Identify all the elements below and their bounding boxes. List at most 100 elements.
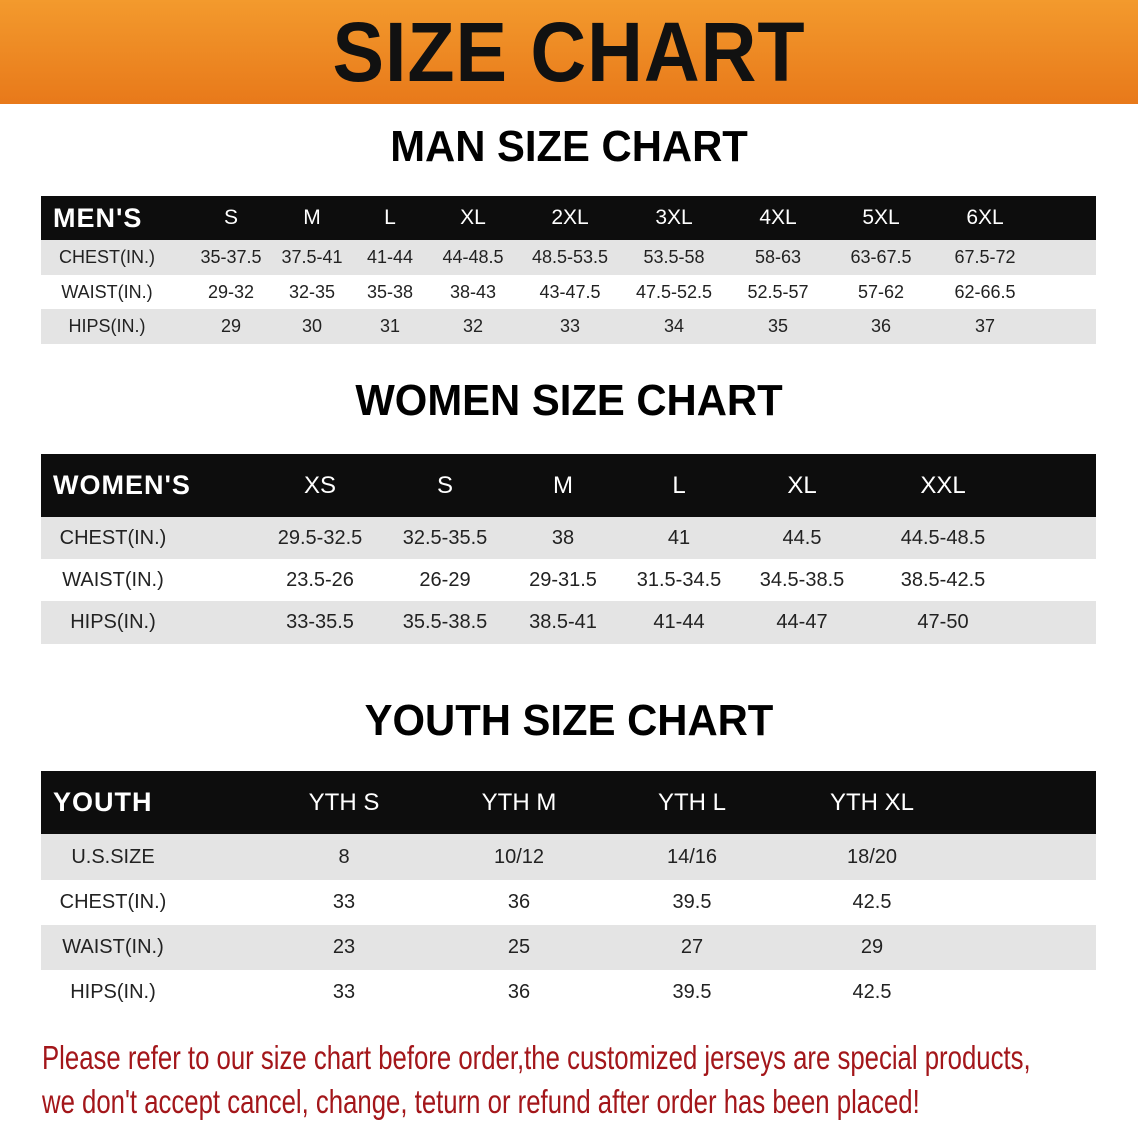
size-header-cell: L (384, 206, 396, 229)
youth-table-header: YOUTH YTH S YTH M YTH L YTH XL (41, 771, 1096, 834)
measurement-value: 44.5-48.5 (900, 526, 986, 549)
measurement-value: 29-31.5 (529, 568, 597, 591)
size-header-cell: 4XL (759, 206, 797, 229)
measurement-value: 63-67.5 (850, 247, 912, 267)
size-header-cell: S (436, 471, 454, 499)
measurement-value: 37 (974, 316, 996, 336)
measurement-value: 39.5 (672, 891, 712, 913)
measurement-value: 26-29 (419, 568, 471, 591)
youth-size-table: YOUTH YTH S YTH M YTH L YTH XL U.S.SIZE 8 10/12… (41, 771, 1096, 1015)
order-notice-line-2: we don't accept cancel, change, teturn o… (42, 1083, 920, 1120)
measurement-value: 33 (332, 981, 356, 1003)
women-size-table: WOMEN'S XS S M L XL XXL CHEST(IN.) 29.5-32.5 32.5… (41, 454, 1096, 644)
measurement-value: 8 (338, 845, 350, 868)
measurement-value: 52.5-57 (747, 281, 809, 302)
size-header-cell: YTH L (657, 788, 727, 816)
measurement-value: 35.5-38.5 (402, 611, 488, 633)
measurement-label: U.S.SIZE (71, 845, 155, 868)
men-section-title: MAN SIZE CHART (390, 122, 748, 171)
size-header-cell: XS (303, 471, 337, 499)
measurement-value: 25 (507, 936, 531, 958)
measurement-value: 32 (462, 316, 484, 336)
measurement-value: 44-48.5 (442, 247, 504, 267)
measurement-value: 47-50 (917, 611, 969, 633)
measurement-value: 62-66.5 (954, 281, 1016, 302)
order-notice: Please refer to our size chart before or… (42, 1036, 1031, 1124)
measurement-value: 31 (379, 316, 401, 336)
measurement-label: WAIST(IN.) (62, 936, 164, 958)
measurement-value: 18/20 (846, 845, 898, 868)
table-row: U.S.SIZE 8 10/12 14/16 18/20 (41, 834, 1096, 880)
size-header-cell: M (553, 471, 573, 499)
table-title-cell: YOUTH (53, 787, 153, 817)
youth-section-title: YOUTH SIZE CHART (364, 696, 774, 745)
measurement-value: 33 (332, 891, 356, 913)
table-row: HIPS(IN.) 33-35.5 35.5-38.5 38.5-41 41-44 44-… (41, 601, 1096, 644)
size-header-cell: XXL (920, 471, 966, 499)
measurement-value: 36 (507, 981, 531, 1003)
table-row: WAIST(IN.) 29-32 32-35 35-38 38-43 43-47.5 47.… (41, 275, 1096, 309)
measurement-value: 34 (663, 316, 685, 336)
table-row: CHEST(IN.) 33 36 39.5 42.5 (41, 880, 1096, 925)
size-header-cell: 2XL (551, 206, 589, 229)
measurement-value: 57-62 (857, 281, 905, 302)
measurement-value: 29 (860, 936, 884, 958)
table-row: HIPS(IN.) 33 36 39.5 42.5 (41, 970, 1096, 1015)
measurement-value: 38.5-42.5 (900, 568, 986, 591)
measurement-value: 10/12 (493, 845, 545, 868)
men-table-header: MEN'S S M L XL 2XL 3XL 4XL 5XL 6XL (41, 196, 1096, 240)
measurement-value: 41 (667, 526, 691, 549)
measurement-value: 48.5-53.5 (531, 247, 609, 267)
measurement-label: CHEST(IN.) (59, 247, 155, 267)
measurement-value: 30 (301, 316, 323, 336)
banner-title: SIZE CHART (332, 5, 806, 99)
measurement-value: 47.5-52.5 (635, 281, 713, 302)
measurement-value: 44-47 (776, 611, 828, 633)
measurement-value: 53.5-58 (643, 247, 705, 267)
size-header-cell: 6XL (966, 206, 1004, 229)
measurement-label: WAIST(IN.) (62, 568, 164, 591)
measurement-value: 37.5-41 (281, 247, 343, 267)
measurement-value: 36 (870, 316, 892, 336)
size-header-cell: 3XL (655, 206, 693, 229)
measurement-label: HIPS(IN.) (68, 316, 146, 336)
size-header-cell: XL (460, 206, 486, 229)
measurement-value: 67.5-72 (954, 247, 1016, 267)
table-row: WAIST(IN.) 23.5-26 26-29 29-31.5 31.5-34.5 34… (41, 559, 1096, 601)
measurement-value: 42.5 (852, 891, 892, 913)
measurement-value: 32.5-35.5 (402, 526, 488, 549)
measurement-value: 29.5-32.5 (277, 526, 363, 549)
measurement-value: 43-47.5 (539, 281, 601, 302)
measurement-value: 33-35.5 (286, 611, 354, 633)
measurement-label: HIPS(IN.) (70, 981, 156, 1003)
size-header-cell: 5XL (862, 206, 900, 229)
measurement-value: 42.5 (852, 981, 892, 1003)
measurement-label: WAIST(IN.) (61, 281, 153, 302)
measurement-value: 38-43 (449, 281, 497, 302)
measurement-value: 27 (680, 936, 704, 958)
measurement-value: 29 (220, 316, 242, 336)
measurement-label: CHEST(IN.) (59, 526, 167, 549)
size-header-cell: L (672, 471, 686, 499)
size-header-cell: YTH S (308, 788, 380, 816)
table-row: HIPS(IN.) 29 30 31 32 33 34 35 36 37 (41, 309, 1096, 344)
table-row: WAIST(IN.) 23 25 27 29 (41, 925, 1096, 970)
measurement-label: HIPS(IN.) (70, 611, 156, 633)
measurement-value: 38.5-41 (529, 611, 597, 633)
measurement-value: 23.5-26 (286, 568, 354, 591)
table-title-cell: MEN'S (53, 202, 143, 233)
measurement-value: 39.5 (672, 981, 712, 1003)
measurement-value: 41-44 (366, 247, 414, 267)
measurement-value: 23 (332, 936, 356, 958)
women-table-header: WOMEN'S XS S M L XL XXL (41, 454, 1096, 517)
measurement-value: 35-38 (366, 281, 414, 302)
measurement-value: 58-63 (754, 247, 802, 267)
measurement-label: CHEST(IN.) (59, 891, 167, 913)
order-notice-line-1: Please refer to our size chart before or… (42, 1039, 1031, 1076)
measurement-value: 35 (767, 316, 789, 336)
measurement-value: 31.5-34.5 (636, 568, 722, 591)
table-row: CHEST(IN.) 29.5-32.5 32.5-35.5 38 41 44.5 44.5… (41, 517, 1096, 559)
measurement-value: 14/16 (666, 845, 718, 868)
size-header-cell: S (223, 206, 239, 229)
measurement-value: 34.5-38.5 (759, 568, 845, 591)
